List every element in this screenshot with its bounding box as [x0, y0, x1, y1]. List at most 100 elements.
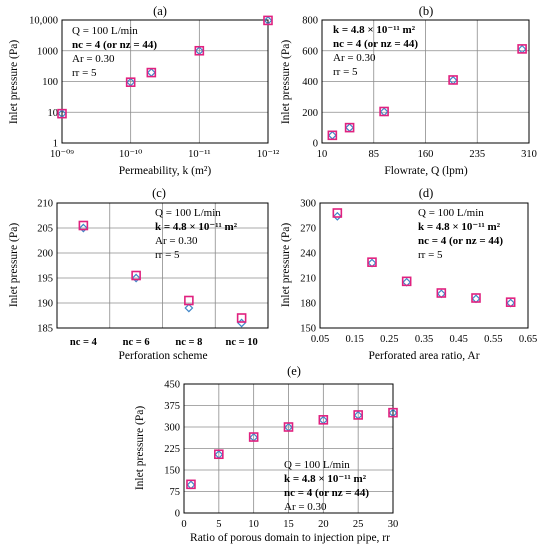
e-square-marker — [248, 432, 259, 442]
e-ytick-label: 300 — [164, 423, 180, 434]
panel-d-annotation-4: rr = 5 — [418, 249, 443, 261]
a-square-marker — [57, 108, 67, 119]
b-ytick-label: 400 — [302, 77, 318, 88]
panel-c-marks — [78, 220, 247, 328]
panel-c-annotation-1: Q = 100 L/min — [155, 207, 221, 219]
panel-b-xlabel: Flowrate, Q (lpm) — [384, 165, 468, 177]
panel-b-annotations: k = 4.8 × 10⁻¹¹ m² nc = 4 (or nz = 44) A… — [333, 24, 418, 78]
panel-c-annotation-4: rr = 5 — [155, 249, 180, 261]
c-diamond-marker — [131, 273, 141, 283]
c-square-marker — [131, 270, 141, 281]
panel-b-annotation-1: k = 4.8 × 10⁻¹¹ m² — [333, 24, 416, 36]
e-xtick-label: 15 — [283, 519, 294, 530]
a-xtick-label: 10⁻¹² — [257, 149, 279, 160]
c-diamond-marker — [78, 223, 88, 233]
panel-a: (a) 1 10 100 1000 10,000 10⁻⁰⁹ 10⁻¹⁰ 10⁻¹¹ 10⁻¹²… — [8, 4, 279, 177]
b-square-marker — [327, 130, 338, 141]
b-square-marker — [517, 44, 527, 54]
b-xtick-label: 160 — [418, 149, 434, 160]
panel-d-xlabel: Perforated area ratio, Ar — [368, 350, 479, 362]
c-square-marker — [236, 313, 247, 323]
e-xtick-label: 10 — [248, 519, 259, 530]
panel-label-e: (e) — [287, 364, 301, 378]
d-ytick-label: 210 — [300, 274, 316, 285]
panel-c-xlabel: Perforation scheme — [118, 350, 207, 362]
a-square-marker — [146, 67, 157, 78]
panel-b: (b) 0 200 400 600 800 10 85 160 235 310 Inlet pre… — [280, 4, 537, 177]
panel-d-ylabel: Inlet pressure (Pa) — [280, 223, 292, 307]
d-xtick-label: 0.35 — [415, 334, 433, 345]
c-diamond-marker — [237, 318, 247, 328]
panel-e: (e) 0 75 150 225 300 375 450 0 5 10 15 20 25 30 Inlet… — [134, 364, 398, 544]
panel-d-annotation-2: k = 4.8 × 10⁻¹¹ m² — [418, 221, 501, 233]
panel-label-d: (d) — [419, 186, 434, 200]
panel-b-marks — [327, 44, 527, 141]
e-square-marker — [214, 449, 224, 460]
e-diamond-marker — [186, 480, 196, 490]
a-xtick-label: 10⁻¹¹ — [188, 149, 210, 160]
b-diamond-marker — [379, 107, 389, 117]
e-ytick-label: 150 — [164, 466, 180, 477]
c-diamond-marker — [184, 303, 194, 313]
panel-a-xlabel: Permeability, k (m²) — [119, 165, 212, 177]
b-diamond-marker — [345, 123, 355, 133]
c-ytick-label: 200 — [37, 249, 53, 260]
panel-b-ylabel: Inlet pressure (Pa) — [280, 40, 292, 124]
c-square-marker — [184, 295, 194, 306]
panel-c-tick-labels: 185 190 195 200 205 210 nc = 4 nc = 6 nc = 8 nc =… — [37, 199, 257, 349]
b-square-marker — [448, 75, 458, 85]
e-square-marker — [353, 410, 363, 420]
b-xtick-label: 310 — [521, 149, 537, 160]
b-ytick-label: 800 — [302, 16, 318, 27]
panel-a-annotation-4: rr = 5 — [72, 67, 97, 79]
c-xtick-label: nc = 6 — [123, 337, 150, 348]
d-diamond-marker — [332, 211, 342, 221]
b-diamond-marker — [327, 130, 337, 140]
d-ytick-label: 180 — [300, 299, 316, 310]
panel-d-annotation-1: Q = 100 L/min — [418, 207, 484, 219]
d-ytick-label: 150 — [300, 324, 316, 335]
c-xtick-label: nc = 8 — [175, 337, 202, 348]
e-ytick-label: 450 — [164, 380, 180, 391]
d-square-marker — [332, 208, 343, 218]
b-diamond-marker — [448, 75, 458, 85]
c-ytick-label: 190 — [37, 299, 53, 310]
panel-e-annotation-4: Ar = 0.30 — [284, 501, 327, 513]
d-xtick-label: 0.65 — [519, 334, 537, 345]
panel-b-frame — [321, 19, 530, 144]
b-diamond-marker — [517, 44, 527, 54]
d-xtick-label: 0.55 — [484, 334, 502, 345]
a-ytick-label: 1000 — [37, 46, 58, 57]
panel-e-annotation-3: nc = 4 (or nz = 44) — [284, 487, 369, 499]
b-ytick-label: 200 — [302, 108, 318, 119]
c-ytick-label: 205 — [37, 224, 53, 235]
a-xtick-label: 10⁻¹⁰ — [119, 149, 142, 160]
a-square-marker — [125, 77, 136, 87]
d-ytick-label: 270 — [300, 224, 316, 235]
d-square-marker — [367, 257, 377, 267]
d-square-marker — [505, 297, 516, 307]
panel-b-annotation-4: rr = 5 — [333, 66, 358, 78]
a-ytick-label: 100 — [42, 77, 58, 88]
b-square-marker — [379, 106, 389, 117]
b-xtick-label: 235 — [469, 149, 485, 160]
panel-a-frame — [61, 19, 269, 144]
e-xtick-label: 0 — [181, 519, 186, 530]
panel-label-a: (a) — [153, 4, 167, 18]
panel-e-annotation-1: Q = 100 L/min — [284, 459, 350, 471]
e-xtick-label: 25 — [353, 519, 364, 530]
e-ytick-label: 75 — [170, 487, 181, 498]
e-square-marker — [186, 479, 196, 490]
b-xtick-label: 85 — [369, 149, 380, 160]
e-ytick-label: 375 — [164, 401, 180, 412]
d-square-marker — [436, 288, 447, 298]
panel-c: (c) 185 190 195 200 205 210 nc = 4 nc = 6 nc = 8… — [8, 186, 269, 362]
c-ytick-label: 185 — [37, 324, 53, 335]
panel-c-annotation-3: Ar = 0.30 — [155, 235, 198, 247]
panel-b-annotation-2: nc = 4 (or nz = 44) — [333, 38, 418, 50]
panel-b-tick-labels: 0 200 400 600 800 10 85 160 235 310 — [302, 16, 537, 161]
panel-a-annotation-3: Ar = 0.30 — [72, 53, 115, 65]
d-xtick-label: 0.05 — [311, 334, 329, 345]
panel-d-frame — [319, 202, 529, 329]
